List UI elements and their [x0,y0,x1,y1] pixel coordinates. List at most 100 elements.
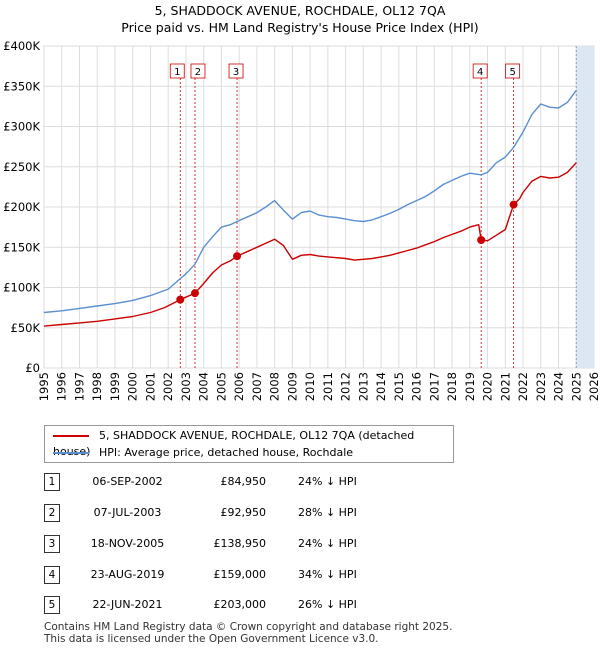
sale-hpi-diff: 24% ↓ HPI [298,475,357,488]
x-axis: 1995 1996 1997 1998 1999 2000 2001 2002 2003 2004… [37,372,600,401]
sale-label: 1 [174,67,180,78]
footer-licence: This data is licensed under the Open Gov… [44,633,379,645]
legend-item-price: 5, SHADDOCK AVENUE, ROCHDALE, OL12 7QA (… [53,428,453,458]
legend-label-hpi: HPI: Average price, detached house, Roch… [99,446,354,459]
x-tick-label: 2004 [197,372,211,401]
x-tick-label: 2001 [143,372,157,401]
chart-legend: 5, SHADDOCK AVENUE, ROCHDALE, OL12 7QA (… [44,425,454,463]
x-tick-label: 1999 [108,372,122,401]
x-tick-label: 2014 [374,372,388,401]
sale-markers [179,78,515,368]
sale-label-box [169,63,185,79]
sale-hpi-diff: 24% ↓ HPI [298,537,357,550]
x-tick-label: 1995 [37,372,51,401]
sale-date: 22-JUN-2021 [92,598,163,611]
sale-date: 06-SEP-2002 [92,475,163,488]
x-tick-label: 2026 [587,372,600,401]
sale-price: £92,950 [220,506,267,519]
sale-point [190,289,199,298]
y-tick-label: £200K [3,200,40,214]
x-tick-label: 2018 [445,372,459,401]
sale-label-box [472,63,488,79]
x-tick-label: 2017 [427,372,441,401]
x-tick-label: 2022 [516,372,530,401]
x-tick-label: 2024 [552,372,566,401]
y-tick-label: £350K [3,79,40,93]
y-tick-label: £150K [3,240,40,254]
x-tick-label: 1997 [72,372,86,401]
sale-label-box [228,63,244,79]
sale-label-box [505,63,521,79]
sale-point [509,200,518,209]
sale-date: 23-AUG-2019 [90,568,165,581]
sale-point [477,236,486,245]
legend-label-price: 5, SHADDOCK AVENUE, ROCHDALE, OL12 7QA (… [53,429,415,458]
x-tick-label: 2016 [410,372,424,401]
price-chart: 1 2 3 4 5 £0 £50K £100K £150K £200K £250K £300K £35… [3,39,600,401]
x-tick-label: 2015 [392,372,406,401]
y-tick-label: £0 [25,361,40,375]
legend-swatch-price [53,435,89,437]
x-tick-label: 2008 [268,372,282,401]
x-tick-label: 2000 [126,372,140,401]
sale-number: 3 [44,535,60,553]
forecast-shade [575,46,594,368]
x-tick-label: 2010 [303,372,317,401]
x-tick-label: 2005 [214,372,228,401]
sale-label: 4 [477,67,483,78]
sale-number: 1 [44,473,60,491]
y-tick-label: £400K [3,39,40,53]
series-lines [43,89,577,327]
x-tick-label: 2007 [250,372,264,401]
sale-date: 07-JUL-2003 [93,506,162,519]
table-row: 3 18-NOV-2005 £138,950 24% ↓ HPI [0,532,600,556]
table-row: 2 07-JUL-2003 £92,950 28% ↓ HPI [0,501,600,525]
x-tick-label: 2023 [534,372,548,401]
table-row: 5 22-JUN-2021 £203,000 26% ↓ HPI [0,593,600,617]
x-tick-label: 2019 [463,372,477,401]
y-tick-label: £50K [11,321,41,335]
sale-price: £203,000 [213,598,267,611]
chart-title-line2: Price paid vs. HM Land Registry's House … [121,20,479,35]
x-tick-label: 2025 [569,372,583,401]
table-row: 1 06-SEP-2002 £84,950 24% ↓ HPI [0,470,600,494]
sale-date: 18-NOV-2005 [90,537,165,550]
sale-point [176,295,185,304]
hpi-line [43,89,577,314]
sale-price: £84,950 [220,475,267,488]
y-axis: £0 £50K £100K £150K £200K £250K £300K £350K £400… [3,39,40,375]
price-paid-line [43,162,577,327]
x-tick-label: 2021 [498,372,512,401]
sale-label: 5 [509,67,515,78]
legend-swatch-hpi [53,452,89,454]
x-tick-label: 2012 [339,372,353,401]
x-tick-label: 2002 [161,372,175,401]
x-tick-label: 2009 [285,372,299,401]
future-shade [576,46,594,368]
y-tick-label: £250K [3,160,40,174]
sale-points [176,200,518,304]
sale-number: 4 [44,566,60,584]
sale-label-box [190,63,206,79]
sale-number: 2 [44,504,60,522]
chart-grid [43,45,595,369]
sale-label: 2 [195,67,201,78]
x-tick-label: 1996 [55,372,69,401]
sale-price: £138,950 [213,537,267,550]
chart-title-line1: 5, SHADDOCK AVENUE, ROCHDALE, OL12 7QA [154,3,446,18]
x-tick-label: 2003 [179,372,193,401]
x-tick-label: 2006 [232,372,246,401]
sale-label: 3 [233,67,239,78]
legend-item-hpi: HPI: Average price, detached house, Roch… [53,445,353,461]
sale-number: 5 [44,596,60,614]
sale-labels: 1 2 3 4 5 [169,63,521,79]
footer-copyright: Contains HM Land Registry data © Crown c… [44,621,453,633]
sale-price: £159,000 [213,568,267,581]
x-tick-label: 2020 [481,372,495,401]
y-tick-label: £100K [3,281,40,295]
x-tick-label: 2013 [356,372,370,401]
sale-hpi-diff: 26% ↓ HPI [298,598,357,611]
y-tick-label: £300K [3,120,40,134]
sale-point [233,252,242,261]
x-tick-label: 2011 [321,372,335,401]
